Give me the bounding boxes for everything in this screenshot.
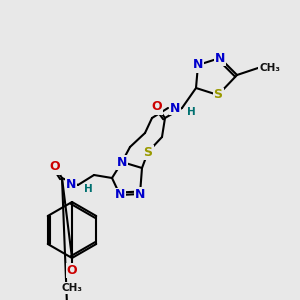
Text: N: N — [193, 58, 203, 71]
Text: N: N — [135, 188, 145, 200]
Text: N: N — [66, 178, 76, 191]
Text: O: O — [67, 263, 77, 277]
Text: O: O — [50, 160, 60, 173]
Text: N: N — [117, 155, 127, 169]
Text: S: S — [143, 146, 152, 158]
Text: O: O — [152, 100, 162, 113]
Text: N: N — [115, 188, 125, 202]
Text: S: S — [214, 88, 223, 101]
Text: CH₃: CH₃ — [61, 283, 82, 293]
Text: H: H — [84, 184, 93, 194]
Text: N: N — [215, 52, 225, 64]
Text: CH₃: CH₃ — [259, 63, 280, 73]
Text: N: N — [169, 101, 180, 115]
Text: H: H — [187, 107, 196, 117]
